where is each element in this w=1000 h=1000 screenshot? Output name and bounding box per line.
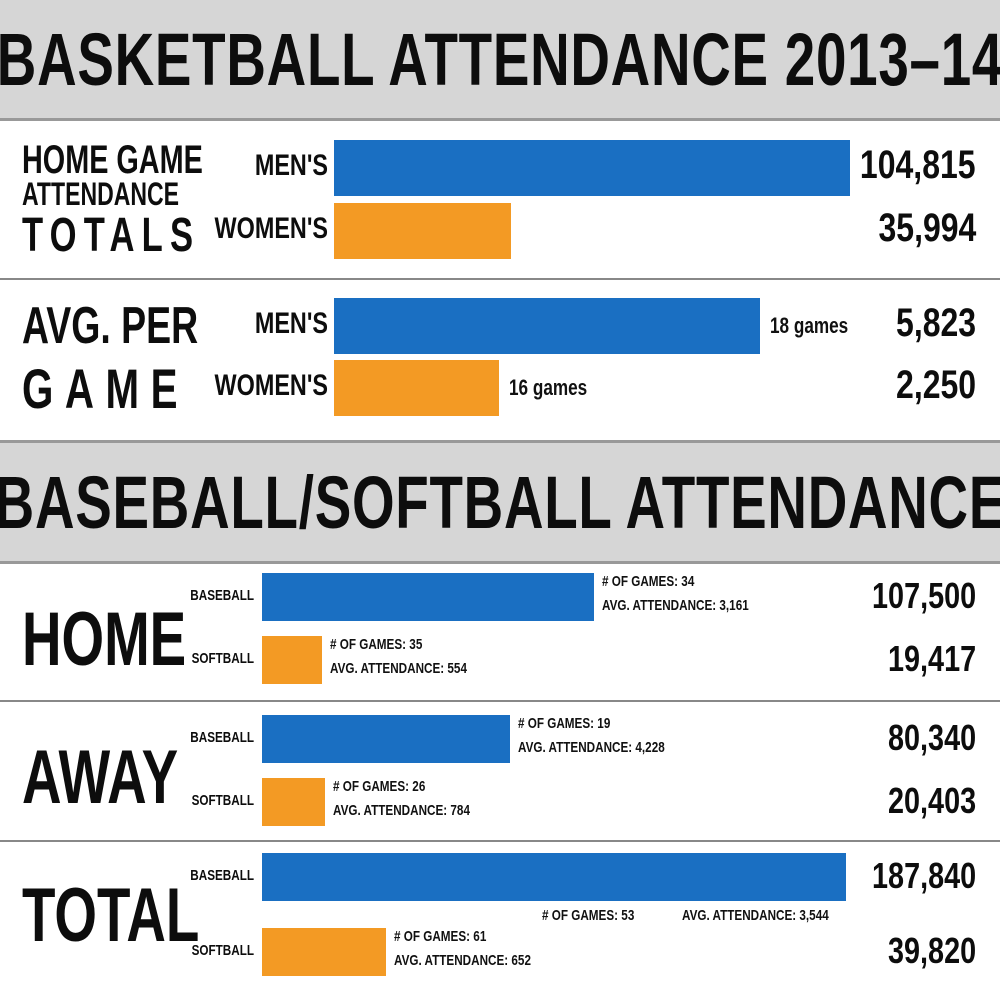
bar-category-label: BASEBALL (190, 867, 254, 885)
games-note: # OF GAMES: 19 (518, 715, 611, 732)
total-label: TOTAL (22, 873, 200, 958)
games-note: # OF GAMES: 35 (329, 636, 423, 653)
bar-category-label: SOFTBALL (191, 942, 254, 960)
avg-attendance-note: AVG. ATTENDANCE: 652 (393, 952, 531, 969)
away-label: AWAY (22, 735, 179, 820)
bar (262, 928, 386, 976)
home-label: HOME (22, 597, 187, 682)
games-note: # OF GAMES: 26 (333, 778, 426, 795)
bar (334, 298, 760, 354)
avg-attendance-note: AVG. ATTENDANCE: 3,544 (682, 907, 829, 924)
baseball-header: BASEBALL/SOFTBALL ATTENDANCE (0, 440, 1000, 564)
basketball-title: BASKETBALL ATTENDANCE 2013–14 (0, 17, 1000, 101)
bar (262, 636, 322, 684)
avg-attendance-note: AVG. ATTENDANCE: 4,228 (518, 739, 665, 756)
bar (334, 140, 850, 196)
value-label: 107,500 (871, 574, 976, 616)
bar (334, 203, 512, 259)
bar-category-label: MEN'S (254, 148, 328, 182)
value-label: 80,340 (887, 716, 976, 758)
bar-category-label: WOMEN'S (214, 368, 328, 402)
avg-attendance-note: AVG. ATTENDANCE: 784 (333, 802, 470, 819)
value-label: 2,250 (895, 363, 976, 408)
baseball-title: BASEBALL/SOFTBALL ATTENDANCE (0, 460, 1000, 544)
home-totals-label-line1: HOME GAME (22, 138, 203, 182)
avg-label-line1: AVG. PER (22, 297, 199, 355)
bar-category-label: SOFTBALL (191, 650, 254, 668)
home-totals-label-line2: ATTENDANCE (22, 176, 180, 212)
bar-category-label: BASEBALL (190, 587, 254, 605)
avg-attendance-note: AVG. ATTENDANCE: 3,161 (602, 597, 749, 614)
value-label: 39,820 (887, 929, 976, 971)
divider (0, 278, 1000, 280)
value-label: 35,994 (878, 206, 976, 251)
basketball-header: BASKETBALL ATTENDANCE 2013–14 (0, 0, 1000, 121)
bar-category-label: WOMEN'S (214, 211, 328, 245)
value-label: 187,840 (871, 854, 976, 896)
avg-label-line2: GAME (22, 357, 190, 420)
value-label: 104,815 (860, 143, 976, 188)
home-totals-label-line3: TOTALS (22, 209, 201, 262)
value-label: 5,823 (895, 301, 976, 346)
divider (0, 840, 1000, 842)
games-note: # OF GAMES: 61 (393, 928, 487, 945)
bar (262, 573, 594, 621)
bar-category-label: BASEBALL (190, 729, 254, 747)
bar-category-label: MEN'S (254, 306, 328, 340)
bar (262, 778, 325, 826)
bar (262, 715, 511, 763)
bar (262, 853, 846, 901)
games-note: 18 games (770, 313, 849, 338)
value-label: 20,403 (887, 779, 976, 821)
divider (0, 700, 1000, 702)
avg-attendance-note: AVG. ATTENDANCE: 554 (329, 660, 467, 677)
value-label: 19,417 (887, 637, 976, 679)
bar-category-label: SOFTBALL (191, 792, 254, 810)
games-note: # OF GAMES: 53 (542, 907, 635, 924)
games-note: # OF GAMES: 34 (602, 573, 695, 590)
bar (334, 360, 499, 416)
games-note: 16 games (508, 375, 587, 400)
